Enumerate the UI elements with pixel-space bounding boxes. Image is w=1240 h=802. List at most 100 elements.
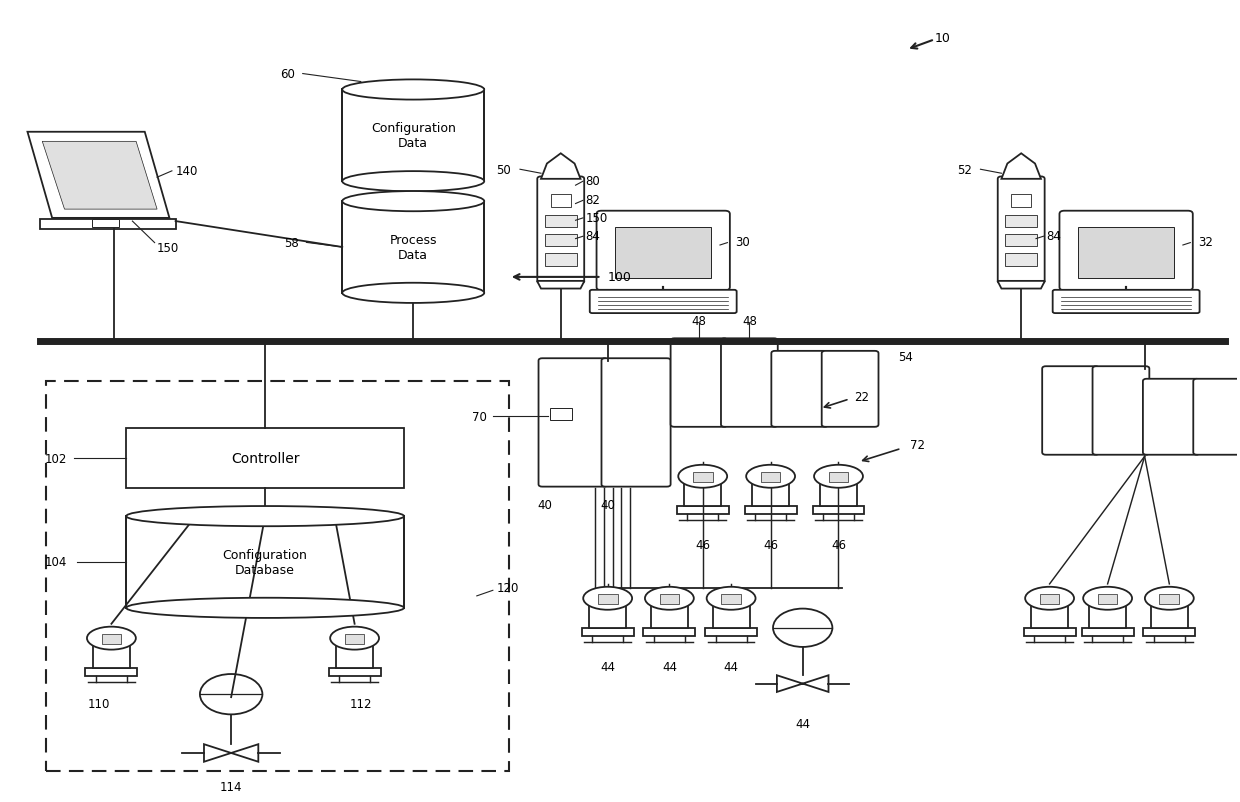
Bar bbox=[1032, 606, 1068, 628]
Ellipse shape bbox=[707, 587, 755, 610]
Bar bbox=[1012, 195, 1032, 208]
Bar bbox=[693, 472, 713, 482]
Ellipse shape bbox=[813, 465, 863, 488]
Text: 52: 52 bbox=[957, 164, 972, 176]
Ellipse shape bbox=[87, 627, 136, 650]
Bar bbox=[329, 668, 381, 676]
Bar bbox=[828, 472, 848, 482]
Bar bbox=[1024, 628, 1075, 636]
FancyBboxPatch shape bbox=[1053, 290, 1199, 314]
Text: 150: 150 bbox=[157, 241, 180, 254]
Bar bbox=[544, 234, 577, 247]
Text: 22: 22 bbox=[854, 391, 869, 403]
Bar bbox=[589, 606, 626, 628]
Polygon shape bbox=[541, 154, 580, 180]
Text: 102: 102 bbox=[45, 452, 67, 465]
Text: 140: 140 bbox=[176, 165, 198, 178]
FancyBboxPatch shape bbox=[1193, 379, 1240, 456]
Ellipse shape bbox=[342, 192, 484, 212]
Bar bbox=[549, 408, 572, 420]
FancyBboxPatch shape bbox=[822, 351, 878, 427]
Bar bbox=[1078, 228, 1174, 279]
Bar bbox=[615, 228, 712, 279]
Polygon shape bbox=[27, 132, 170, 219]
Circle shape bbox=[773, 609, 832, 647]
Polygon shape bbox=[1002, 154, 1040, 180]
Bar bbox=[46, 381, 508, 772]
Text: 72: 72 bbox=[910, 439, 925, 452]
Bar bbox=[1143, 628, 1195, 636]
Text: 40: 40 bbox=[537, 498, 552, 511]
FancyBboxPatch shape bbox=[601, 358, 671, 487]
Text: 104: 104 bbox=[45, 556, 67, 569]
Text: 150: 150 bbox=[585, 211, 608, 225]
Text: 44: 44 bbox=[724, 660, 739, 673]
FancyBboxPatch shape bbox=[1042, 367, 1099, 456]
Text: Configuration
Data: Configuration Data bbox=[371, 122, 455, 150]
Text: 48: 48 bbox=[692, 315, 707, 328]
Bar bbox=[551, 195, 570, 208]
Bar bbox=[544, 253, 577, 266]
Bar bbox=[660, 594, 680, 604]
Bar bbox=[722, 594, 742, 604]
Bar bbox=[713, 606, 750, 628]
Bar bbox=[544, 215, 577, 228]
Bar bbox=[644, 628, 696, 636]
Ellipse shape bbox=[126, 598, 404, 618]
Text: 44: 44 bbox=[662, 660, 677, 673]
Bar bbox=[342, 91, 484, 182]
Ellipse shape bbox=[342, 172, 484, 192]
Bar bbox=[1097, 594, 1117, 604]
Bar bbox=[40, 221, 176, 229]
Bar bbox=[1151, 606, 1188, 628]
Text: Controller: Controller bbox=[231, 452, 299, 466]
Bar bbox=[684, 484, 722, 506]
Bar bbox=[126, 429, 404, 488]
FancyBboxPatch shape bbox=[1143, 379, 1199, 456]
Text: 30: 30 bbox=[735, 235, 749, 248]
Polygon shape bbox=[42, 142, 157, 210]
Bar bbox=[1089, 606, 1126, 628]
Bar bbox=[1159, 594, 1179, 604]
Text: 32: 32 bbox=[1198, 235, 1213, 248]
Text: 70: 70 bbox=[471, 411, 486, 423]
FancyBboxPatch shape bbox=[590, 290, 737, 314]
Ellipse shape bbox=[126, 506, 404, 527]
Bar bbox=[745, 506, 796, 514]
Ellipse shape bbox=[1025, 587, 1074, 610]
Bar bbox=[598, 594, 618, 604]
Ellipse shape bbox=[583, 587, 632, 610]
Bar bbox=[1006, 234, 1037, 247]
Bar bbox=[582, 628, 634, 636]
Text: 84: 84 bbox=[585, 229, 600, 243]
Text: Configuration
Database: Configuration Database bbox=[223, 549, 308, 577]
Text: 54: 54 bbox=[898, 350, 913, 363]
Text: 114: 114 bbox=[219, 780, 242, 793]
Text: 60: 60 bbox=[280, 68, 295, 81]
FancyBboxPatch shape bbox=[671, 339, 728, 427]
Text: Process
Data: Process Data bbox=[389, 233, 436, 261]
Ellipse shape bbox=[1084, 587, 1132, 610]
Text: 46: 46 bbox=[696, 538, 711, 551]
Bar bbox=[92, 221, 119, 228]
FancyBboxPatch shape bbox=[1092, 367, 1149, 456]
Bar bbox=[812, 506, 864, 514]
Bar bbox=[102, 634, 122, 644]
FancyBboxPatch shape bbox=[537, 177, 584, 284]
Bar bbox=[1006, 253, 1037, 266]
Bar bbox=[1006, 215, 1037, 228]
FancyBboxPatch shape bbox=[720, 339, 777, 427]
Bar bbox=[651, 606, 688, 628]
Bar bbox=[753, 484, 789, 506]
Polygon shape bbox=[205, 744, 258, 762]
Bar bbox=[677, 506, 729, 514]
FancyBboxPatch shape bbox=[998, 177, 1044, 284]
Bar bbox=[342, 202, 484, 294]
Bar bbox=[760, 472, 780, 482]
Ellipse shape bbox=[342, 283, 484, 303]
FancyBboxPatch shape bbox=[1059, 212, 1193, 291]
Bar bbox=[706, 628, 758, 636]
Text: 120: 120 bbox=[496, 581, 518, 594]
Ellipse shape bbox=[645, 587, 694, 610]
Bar bbox=[820, 484, 857, 506]
